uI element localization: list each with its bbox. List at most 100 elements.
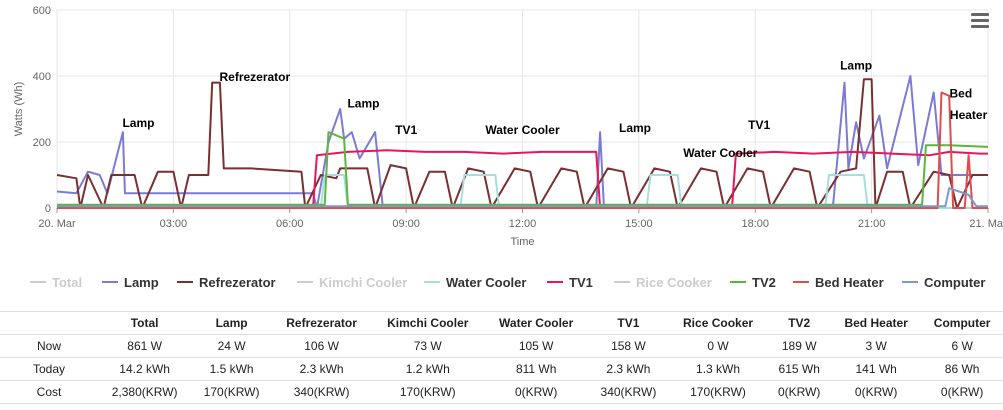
annotation-label: Lamp (840, 58, 872, 72)
x-tick-label: 21:00 (858, 218, 886, 230)
summary-cell: 73 W (371, 334, 485, 358)
legend-swatch (102, 281, 118, 283)
summary-cell: 2.3 kWh (588, 357, 669, 381)
summary-cell: 170(KRW) (191, 380, 272, 404)
legend-label: Bed Heater (815, 274, 884, 290)
legend-item-tv1[interactable]: TV1 (547, 270, 593, 294)
annotation-label: Lamp (619, 121, 651, 135)
summary-cell: 141 Wh (831, 357, 922, 381)
power-chart: 0 200 400 600 20. Mar 03:00 06:00 09:00 12:00 15:… (13, 5, 1003, 248)
summary-cell: 0(KRW) (921, 380, 1003, 404)
summary-row-cost: Cost 2,380(KRW) 170(KRW) 340(KRW) 170(KRW) 0(… (0, 380, 1003, 404)
x-tick-label: 20. Mar (38, 218, 76, 230)
summary-table: Total Lamp Refrezerator Kimchi Cooler Water … (0, 311, 1003, 404)
summary-row-label: Cost (0, 380, 98, 404)
summary-row-label: Now (0, 334, 98, 358)
y-axis-title: Watts (Wh) (13, 82, 25, 137)
annotation-label: Refrezerator (219, 70, 290, 84)
x-tick-label: 21. Mar (969, 218, 1003, 230)
legend-swatch (424, 281, 440, 283)
legend-item-total[interactable]: Total (30, 270, 82, 294)
legend-label: Water Cooler (446, 274, 527, 290)
legend-label: Lamp (124, 274, 159, 290)
annotation-label: Water Cooler (683, 146, 758, 160)
summary-row-label: Today (0, 357, 98, 381)
summary-cell: 24 W (191, 334, 272, 358)
legend-item-kimchi-cooler[interactable]: Kimchi Cooler (297, 270, 407, 294)
summary-cell: 340(KRW) (588, 380, 669, 404)
legend-label: Computer (924, 274, 986, 290)
legend-swatch (177, 281, 193, 283)
series-line-tv1 (57, 149, 988, 209)
summary-cell: 86 Wh (921, 357, 1003, 381)
legend-item-computer[interactable]: Computer (902, 270, 985, 294)
summary-column-header: Lamp (191, 311, 272, 335)
summary-cell: 1.3 kWh (668, 357, 768, 381)
series-line-bed-heater (57, 91, 988, 209)
y-tick-label: 400 (33, 71, 51, 83)
summary-cell: 811 Wh (484, 357, 589, 381)
x-tick-label: 18:00 (741, 218, 769, 230)
summary-column-header: Bed Heater (831, 311, 922, 335)
series-line-refrezerator (56, 78, 988, 209)
annotation-label: TV1 (395, 123, 417, 137)
summary-cell: 0(KRW) (831, 380, 922, 404)
legend-swatch (614, 281, 630, 283)
summary-column-header: TV1 (588, 311, 669, 335)
x-tick-label: 15:00 (625, 218, 653, 230)
legend-swatch (30, 281, 46, 283)
annotation-label: Lamp (347, 96, 379, 110)
summary-row-today: Today 14.2 kWh 1.5 kWh 2.3 kWh 1.2 kWh 811 Wh… (0, 357, 1003, 381)
legend-item-tv2[interactable]: TV2 (730, 270, 776, 294)
summary-column-header (0, 311, 98, 335)
legend-label: TV2 (752, 274, 776, 290)
summary-column-header: Computer (921, 311, 1003, 335)
x-tick-label: 03:00 (160, 218, 188, 230)
summary-cell: 615 Wh (767, 357, 832, 381)
summary-header-row: Total Lamp Refrezerator Kimchi Cooler Water … (0, 311, 1003, 335)
summary-cell: 861 W (98, 334, 192, 358)
legend-swatch (297, 281, 313, 283)
summary-cell: 0 W (668, 334, 768, 358)
legend-item-refrezerator[interactable]: Refrezerator (177, 270, 276, 294)
legend-item-rice-cooker[interactable]: Rice Cooker (614, 270, 712, 294)
legend-swatch (793, 281, 809, 283)
annotation-label: Bed (950, 86, 973, 100)
legend-label: Refrezerator (199, 274, 276, 290)
summary-column-header: Rice Cooker (668, 311, 768, 335)
x-tick-label: 12:00 (509, 218, 537, 230)
legend-swatch (547, 281, 563, 283)
x-tick-label: 06:00 (276, 218, 304, 230)
summary-cell: 0(KRW) (767, 380, 832, 404)
legend-swatch (730, 281, 746, 283)
summary-cell: 1.5 kWh (191, 357, 272, 381)
summary-column-header: Kimchi Cooler (371, 311, 485, 335)
legend-label: TV1 (569, 274, 593, 290)
summary-cell: 6 W (921, 334, 1003, 358)
summary-column-header: TV2 (767, 311, 832, 335)
summary-column-header: Water Cooler (484, 311, 589, 335)
chart-menu-icon[interactable] (968, 10, 992, 34)
summary-column-header: Total (98, 311, 192, 335)
series-line-computer (57, 187, 988, 208)
summary-cell: 14.2 kWh (98, 357, 192, 381)
legend-item-bed-heater[interactable]: Bed Heater (793, 270, 884, 294)
summary-cell: 340(KRW) (271, 380, 372, 404)
x-tick-label: 09:00 (392, 218, 420, 230)
power-line-chart: 0 200 400 600 20. Mar 03:00 06:00 09:00 12:00 15:… (13, 5, 1003, 248)
summary-cell: 2.3 kWh (271, 357, 372, 381)
x-axis-title: Time (510, 236, 534, 248)
annotation-label: TV1 (748, 118, 770, 132)
legend-item-water-cooler[interactable]: Water Cooler (424, 270, 526, 294)
summary-cell: 170(KRW) (371, 380, 485, 404)
legend-label: Kimchi Cooler (319, 274, 408, 290)
series-line-tv2 (57, 131, 989, 206)
legend-label: Rice Cooker (636, 274, 712, 290)
summary-cell: 106 W (271, 334, 372, 358)
legend-item-lamp[interactable]: Lamp (102, 270, 159, 294)
summary-cell: 170(KRW) (668, 380, 768, 404)
annotation-label: Lamp (122, 116, 154, 130)
summary-cell: 0(KRW) (484, 380, 589, 404)
